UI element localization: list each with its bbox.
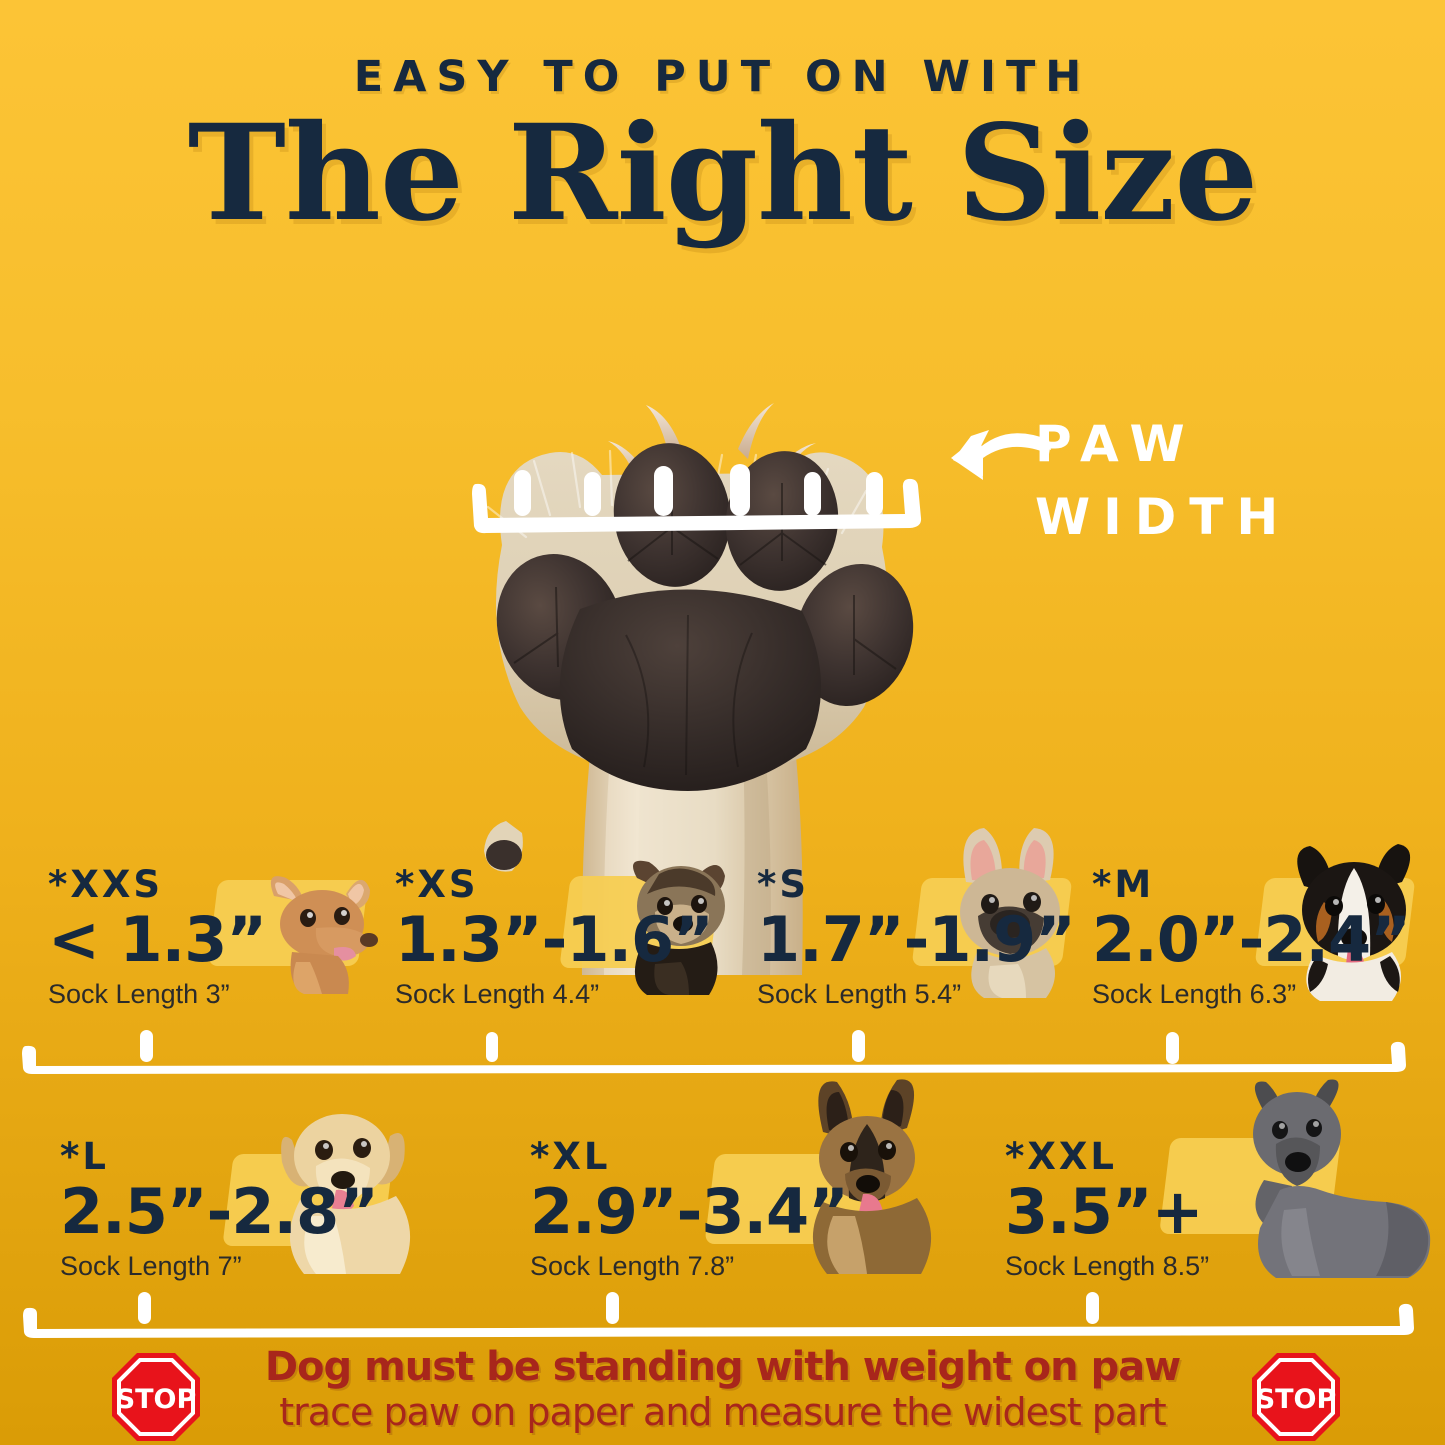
dog-photo-yorkshire-terrier <box>585 852 755 1002</box>
size-text-m: *M 2.0”-2.4” Sock Length 6.3” <box>1092 863 1411 1009</box>
stop-sign-icon-left: STOP <box>108 1349 204 1445</box>
size-cell-xs[interactable]: *XS 1.3”-1.6” Sock Length 4.4” <box>395 860 735 1009</box>
callout-line-1: PAW <box>1035 415 1198 473</box>
size-cell-xxs[interactable]: *XXS < 1.3” Sock Length 3” <box>48 863 378 1009</box>
size-range: 2.9”-3.4” <box>530 1175 849 1248</box>
size-label: *XXS <box>48 863 164 906</box>
size-range: 2.5”-2.8” <box>60 1175 379 1248</box>
row2-measurement-bracket <box>14 1288 1424 1340</box>
sock-length: Sock Length 3” <box>48 978 230 1009</box>
callout-line-2: WIDTH <box>1035 487 1292 546</box>
size-text-xxl: *XXL 3.5”+ Sock Length 8.5” <box>1005 1138 1209 1280</box>
sock-length: Sock Length 7” <box>60 1250 242 1281</box>
stop-sign-label: STOP <box>1256 1384 1337 1415</box>
size-text-s: *S 1.7”-1.9” Sock Length 5.4” <box>757 863 1076 1009</box>
size-label: *XL <box>530 1135 611 1178</box>
size-text-xl: *XL 2.9”-3.4” Sock Length 7.8” <box>530 1135 849 1281</box>
sock-length: Sock Length 7.8” <box>530 1250 735 1281</box>
dog-photo-great-dane <box>1180 1050 1435 1285</box>
dog-photo-golden-retriever <box>250 1076 450 1281</box>
dog-photo-french-bulldog <box>922 824 1102 1004</box>
curved-left-arrow-icon <box>945 418 1055 498</box>
dog-photo-german-shepherd <box>775 1066 970 1281</box>
sock-length: Sock Length 6.3” <box>1092 978 1297 1009</box>
size-range: 3.5”+ <box>1005 1175 1204 1248</box>
size-cell-l[interactable]: *L 2.5”-2.8” Sock Length 7” <box>60 1114 440 1288</box>
stop-sign-label: STOP <box>116 1384 197 1415</box>
size-range: 1.7”-1.9” <box>757 903 1076 976</box>
size-label: *M <box>1092 863 1155 906</box>
warning-line-1: Dog must be standing with weight on paw <box>264 1344 1181 1390</box>
size-label: *L <box>60 1135 109 1178</box>
size-range: 2.0”-2.4” <box>1092 903 1411 976</box>
kicker-text: EASY TO PUT ON WITH <box>353 52 1092 102</box>
size-label: *XS <box>395 863 479 906</box>
sock-length: Sock Length 5.4” <box>757 978 962 1009</box>
page-title: The Right Size <box>187 96 1259 251</box>
size-label: *XXL <box>1005 1135 1117 1178</box>
size-cell-xl[interactable]: *XL 2.9”-3.4” Sock Length 7.8” <box>530 1079 932 1288</box>
dog-photo-bernese-mountain-dog <box>1264 824 1445 1007</box>
warning-line-2: trace paw on paper and measure the wides… <box>279 1390 1166 1434</box>
sock-length: Sock Length 4.4” <box>395 978 600 1009</box>
dog-paw-illustration <box>430 215 950 975</box>
paw-width-bracket <box>462 448 932 540</box>
sock-length: Sock Length 8.5” <box>1005 1250 1210 1281</box>
size-range: 1.3”-1.6” <box>395 903 714 976</box>
size-text-xs: *XS 1.3”-1.6” Sock Length 4.4” <box>395 863 714 1009</box>
dog-photo-chihuahua <box>230 866 410 1001</box>
size-label: *S <box>757 863 809 906</box>
size-text-xxs: *XXS < 1.3” Sock Length 3” <box>48 863 267 1009</box>
stop-sign-icon-right: STOP <box>1248 1349 1344 1445</box>
size-cell-s[interactable]: *S 1.7”-1.9” Sock Length 5.4” <box>757 828 1087 1009</box>
size-text-l: *L 2.5”-2.8” Sock Length 7” <box>60 1135 379 1281</box>
row1-measurement-bracket <box>14 1024 1414 1076</box>
size-cell-m[interactable]: *M 2.0”-2.4” Sock Length 6.3” <box>1092 844 1432 1009</box>
size-range: < 1.3” <box>48 903 267 976</box>
size-cell-xxl[interactable]: *XXL 3.5”+ Sock Length 8.5” <box>1005 1079 1431 1288</box>
paw-width-callout: PAW WIDTH <box>1035 408 1365 553</box>
